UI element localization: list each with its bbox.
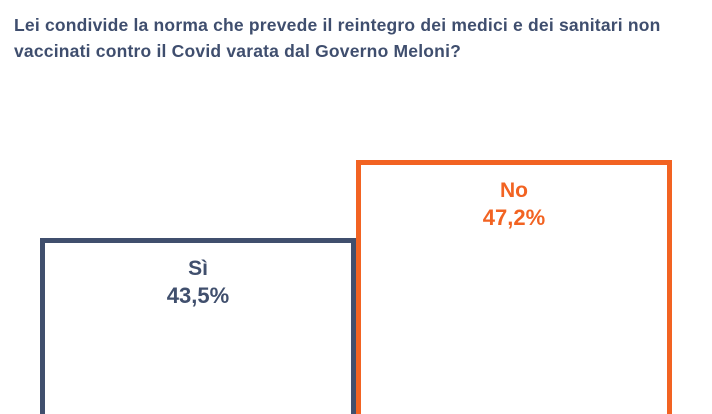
bar-no: No 47,2% [356, 160, 672, 414]
bar-si: Sì 43,5% [40, 238, 356, 414]
bar-si-value-label: 43,5% [166, 283, 230, 309]
chart-title: Lei condivide la norma che prevede il re… [14, 15, 661, 62]
bar-no-category-label: No [500, 179, 528, 202]
bar-no-value-label: 47,2% [482, 205, 546, 231]
bar-si-category-label: Sì [188, 257, 208, 280]
